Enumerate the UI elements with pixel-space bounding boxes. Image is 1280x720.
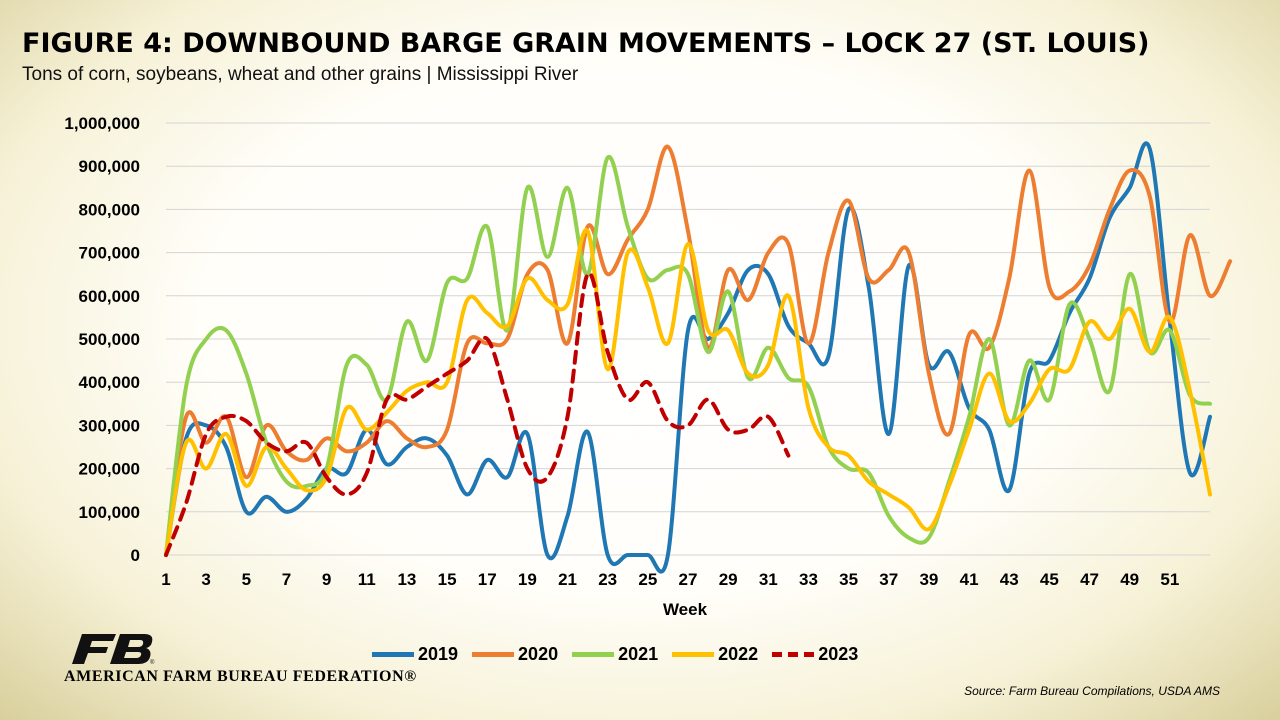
y-tick-label: 200,000 [79, 460, 140, 479]
x-tick-label: 47 [1080, 570, 1099, 589]
legend-swatch [472, 652, 515, 657]
legend-label: 2023 [818, 644, 859, 664]
x-tick-label: 51 [1160, 570, 1179, 589]
x-tick-label: 5 [242, 570, 251, 589]
x-tick-label: 25 [638, 570, 657, 589]
chart-legend: 2019 2020 2021 2022 2023 [372, 644, 872, 665]
series-line-2022 [164, 228, 1212, 557]
series-line-2019 [164, 141, 1212, 574]
y-tick-label: 500,000 [79, 330, 140, 349]
organization-name: AMERICAN FARM BUREAU FEDERATION® [64, 668, 417, 685]
x-tick-label: 17 [478, 570, 497, 589]
x-tick-label: 13 [397, 570, 416, 589]
x-tick-label: 15 [438, 570, 457, 589]
x-axis-label: Week [663, 600, 708, 619]
source-note: Source: Farm Bureau Compilations, USDA A… [964, 684, 1220, 698]
legend-item-2022: 2022 [672, 644, 758, 665]
legend-label: 2020 [518, 644, 559, 664]
y-tick-label: 700,000 [79, 244, 140, 263]
legend-label: 2019 [418, 644, 459, 664]
legend-item-2021: 2021 [572, 644, 658, 665]
legend-item-2019: 2019 [372, 644, 458, 665]
afbf-logo-icon: ® [66, 630, 156, 671]
y-tick-label: 0 [131, 546, 140, 565]
x-tick-label: 23 [598, 570, 617, 589]
x-axis-tick-labels: 1 3 5 7 9 11 13 15 17 19 21 23 25 27 29 31 33 35 37 39 41 43 4… [161, 570, 1179, 589]
x-tick-label: 21 [558, 570, 577, 589]
legend-swatch [572, 652, 615, 657]
legend-label: 2022 [718, 644, 759, 664]
chart-title: FIGURE 4: DOWNBOUND BARGE GRAIN MOVEMENT… [22, 28, 1150, 59]
legend-swatch [672, 652, 715, 657]
svg-text:®: ® [150, 659, 155, 666]
x-tick-label: 39 [919, 570, 938, 589]
x-tick-label: 19 [518, 570, 537, 589]
y-tick-label: 400,000 [79, 373, 140, 392]
x-tick-label: 27 [679, 570, 698, 589]
series-line-2021 [164, 155, 1212, 557]
legend-item-2020: 2020 [472, 644, 558, 665]
legend-label: 2021 [618, 644, 659, 664]
x-tick-label: 33 [799, 570, 818, 589]
x-tick-label: 31 [759, 570, 778, 589]
x-tick-label: 3 [201, 570, 210, 589]
x-tick-label: 7 [282, 570, 291, 589]
series-line-2020 [164, 144, 1233, 557]
x-tick-label: 37 [879, 570, 898, 589]
legend-item-2023: 2023 [772, 644, 858, 665]
x-tick-label: 11 [358, 570, 376, 589]
x-tick-label: 29 [719, 570, 738, 589]
x-tick-label: 41 [960, 570, 979, 589]
x-tick-label: 9 [322, 570, 331, 589]
y-tick-label: 100,000 [79, 503, 140, 522]
legend-swatch [772, 652, 815, 657]
series-lines [164, 141, 1233, 574]
x-tick-label: 1 [161, 570, 170, 589]
y-tick-label: 600,000 [79, 287, 140, 306]
x-tick-label: 43 [1000, 570, 1019, 589]
y-axis-tick-labels: 0 100,000 200,000 300,000 400,000 500,000 600,… [64, 114, 140, 565]
y-tick-label: 1,000,000 [64, 114, 140, 133]
y-tick-label: 800,000 [79, 200, 140, 219]
x-tick-label: 49 [1120, 570, 1139, 589]
legend-swatch [372, 652, 414, 657]
y-tick-label: 300,000 [79, 416, 140, 435]
chart-subtitle: Tons of corn, soybeans, wheat and other … [22, 64, 579, 85]
x-tick-label: 45 [1040, 570, 1059, 589]
series-line-2023 [164, 271, 791, 557]
x-tick-label: 35 [839, 570, 858, 589]
y-tick-label: 900,000 [79, 157, 140, 176]
